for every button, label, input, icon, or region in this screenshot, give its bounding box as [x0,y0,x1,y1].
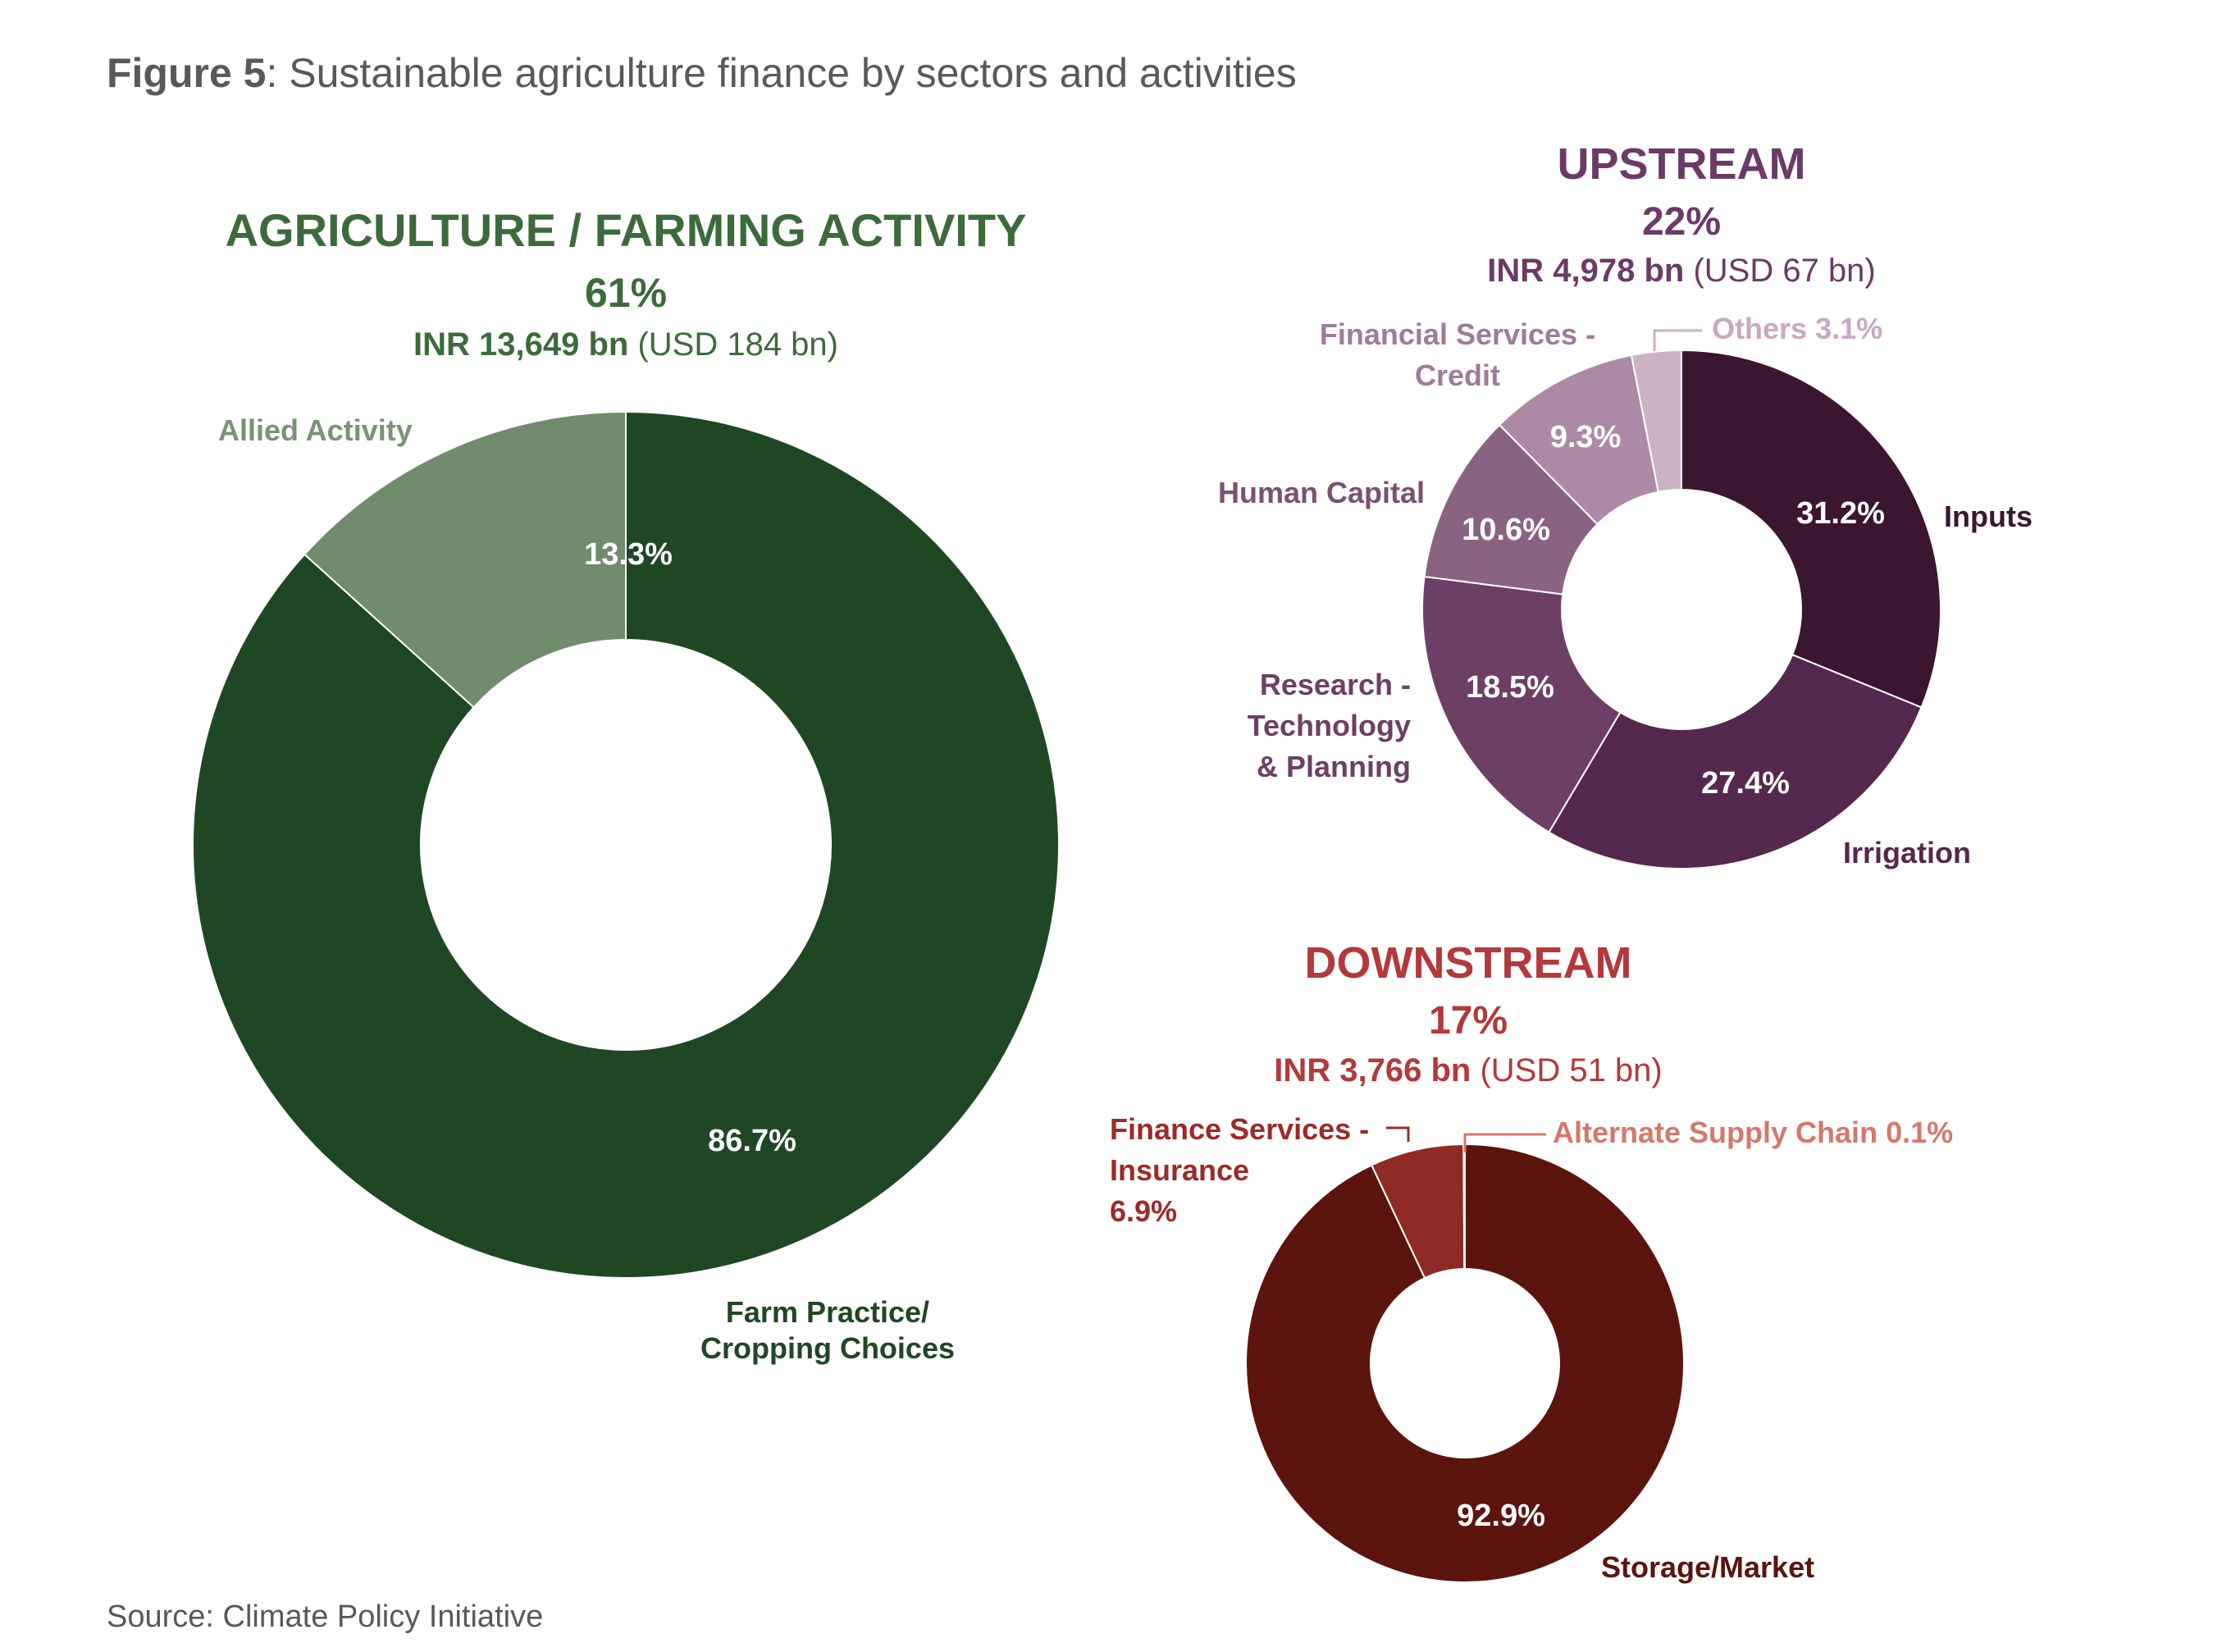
upstream-amount-inr: INR 4,978 bn [1487,253,1684,289]
upstream-donut [1421,349,1941,869]
slice-inputs [1681,349,1941,709]
downstream-label-alt: Alternate Supply Chain 0.1% [1553,1116,1953,1149]
agriculture-amount-usd: (USD 184 bn) [637,326,838,363]
downstream-insurance-leader-line [1386,1126,1410,1142]
downstream-donut [1245,1143,1685,1583]
downstream-amount: INR 3,766 bn (USD 51 bn) [1274,1052,1663,1088]
slice-research [1421,575,1622,833]
upstream-label-human: Human Capital [1218,476,1425,509]
upstream-label-financial-line1: Financial Services - [1320,317,1595,351]
agriculture-donut [192,410,1060,1279]
upstream-label-research-line1: Research - [1260,668,1411,701]
upstream-value-financial: 9.3% [1550,420,1622,454]
upstream-label-inputs: Inputs [1944,500,2033,533]
slice-irrigation [1548,653,1923,869]
figure-title: Figure 5: Sustainable agriculture financ… [107,50,1297,96]
upstream-value-human: 10.6% [1462,513,1550,547]
agriculture-value-allied: 13.3% [584,537,673,572]
downstream-amount-inr: INR 3,766 bn [1274,1052,1471,1088]
agriculture-label-farm-line2: Cropping Choices [700,1331,955,1365]
upstream-amount-usd: (USD 67 bn) [1693,253,1875,289]
slice-human-capital [1423,423,1599,596]
agriculture-label-farm-line1: Farm Practice/ [726,1295,929,1329]
upstream-label-others: Others 3.1% [1712,312,1882,345]
downstream-label-insurance-line2: Insurance [1110,1153,1249,1187]
upstream-value-research: 18.5% [1466,670,1554,705]
figure-title-bold: Figure 5 [107,50,266,96]
upstream-value-inputs: 31.2% [1796,496,1885,531]
agriculture-amount: INR 13,649 bn (USD 184 bn) [413,326,838,363]
downstream-label-alt-name: Alternate Supply Chain [1553,1116,1878,1149]
slice-storage-market [1245,1143,1685,1583]
downstream-label-insurance-value: 6.9% [1110,1194,1177,1228]
slice-others [1630,349,1682,493]
source-note: Source: Climate Policy Initiative [107,1600,543,1634]
downstream-label-alt-value: 0.1% [1886,1116,1953,1149]
downstream-amount-usd: (USD 51 bn) [1480,1052,1662,1088]
downstream-chart: DOWNSTREAM 17% INR 3,766 bn (USD 51 bn) … [1110,938,1953,1584]
figure-title-rest: : Sustainable agriculture finance by sec… [266,50,1296,96]
upstream-label-financial-line2: Credit [1415,358,1500,392]
upstream-label-irrigation: Irrigation [1843,836,1971,869]
upstream-amount: INR 4,978 bn (USD 67 bn) [1487,253,1876,289]
downstream-label-insurance-line1: Finance Services - [1110,1112,1369,1146]
upstream-value-irrigation: 27.4% [1701,766,1790,801]
upstream-others-leader-line [1653,329,1702,351]
upstream-label-research-line3: & Planning [1257,750,1411,783]
downstream-alt-leader-line [1463,1133,1546,1152]
agriculture-label-farm: Farm Practice/Cropping Choices [700,1295,955,1365]
upstream-title: UPSTREAM [1557,139,1805,189]
agriculture-value-farm: 86.7% [708,1124,796,1158]
upstream-share: 22% [1642,200,1721,244]
downstream-label-insurance: Finance Services - Insurance 6.9% [1110,1112,1369,1228]
downstream-share: 17% [1429,999,1508,1043]
upstream-chart: UPSTREAM 22% INR 4,978 bn (USD 67 bn) 31… [1218,139,2033,869]
upstream-label-financial: Financial Services - Credit [1320,317,1595,392]
slice-allied-activity [303,410,627,709]
downstream-value-storage: 92.9% [1457,1499,1545,1533]
downstream-title: DOWNSTREAM [1305,938,1632,988]
upstream-label-others-value: 3.1% [1815,312,1882,345]
upstream-label-others-name: Others [1712,312,1807,345]
agriculture-title: AGRICULTURE / FARMING ACTIVITY [226,204,1027,256]
slice-farm-practice [192,410,1060,1279]
slice-alternate-supply-chain [1462,1143,1466,1271]
agriculture-chart: AGRICULTURE / FARMING ACTIVITY 61% INR 1… [192,204,1060,1365]
upstream-label-research: Research - Technology & Planning [1248,668,1411,783]
agriculture-amount-inr: INR 13,649 bn [413,326,628,363]
agriculture-label-allied: Allied Activity [218,413,413,447]
agriculture-share: 61% [585,270,667,316]
upstream-label-research-line2: Technology [1248,709,1411,742]
downstream-label-storage: Storage/Market [1601,1550,1814,1584]
